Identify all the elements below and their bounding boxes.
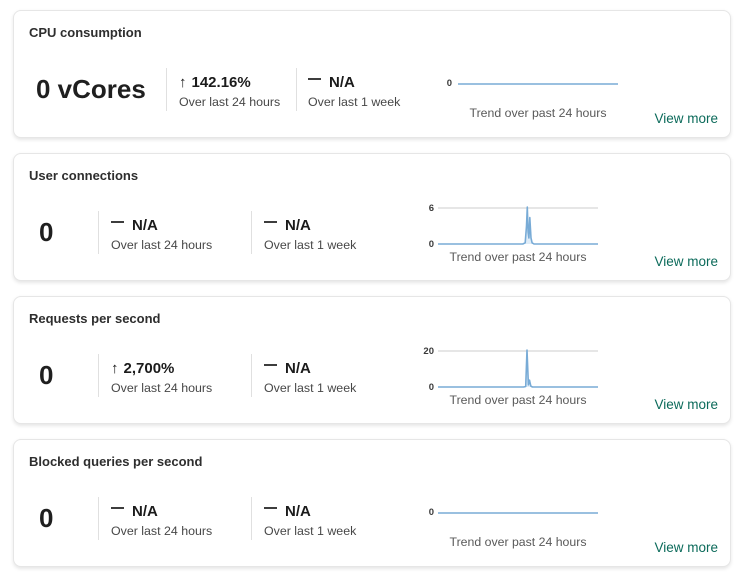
sparkline-svg: [458, 83, 618, 85]
view-more-link[interactable]: View more: [654, 254, 718, 269]
delta-value: 2,700%: [123, 360, 175, 377]
card-cpu-consumption: CPU consumption 0 vCores ↑ 142.16% Over l…: [13, 10, 731, 138]
delta-1w-block: N/A Over last 1 week: [264, 503, 356, 538]
metrics-panel: CPU consumption 0 vCores ↑ 142.16% Over l…: [13, 10, 731, 567]
sparkline-plot: [438, 204, 598, 248]
delta-value: N/A: [329, 74, 355, 91]
delta-value: N/A: [285, 503, 311, 520]
y-axis: 0: [416, 506, 438, 520]
delta-value: N/A: [285, 360, 311, 377]
sparkline-row: 0: [416, 506, 598, 520]
delta-value-row: ↑ 2,700%: [111, 360, 212, 377]
sparkline-plot: [458, 77, 618, 91]
y-axis: 20 0: [416, 346, 438, 393]
delta-value-row: N/A: [111, 503, 212, 520]
y-axis-min-label: 0: [428, 239, 434, 250]
delta-period: Over last 24 hours: [111, 524, 213, 538]
view-more-link[interactable]: View more: [654, 397, 718, 412]
delta-period: Over last 1 week: [308, 95, 401, 109]
card-blocked-queries-per-second: Blocked queries per second 0 N/A Over la…: [13, 439, 731, 567]
metric-current-value: 0: [39, 217, 54, 247]
delta-period: Over last 24 hours: [111, 238, 213, 252]
delta-period: Over last 1 week: [264, 381, 357, 395]
divider: [251, 497, 252, 540]
delta-value-row: N/A: [111, 217, 212, 234]
delta-period: Over last 24 hours: [179, 95, 281, 109]
sparkline-svg: [438, 206, 598, 245]
card-title: CPU consumption: [29, 25, 142, 40]
divider: [98, 211, 99, 254]
card-title: User connections: [29, 168, 139, 183]
divider: [98, 497, 99, 540]
delta-value: 142.16%: [191, 74, 251, 91]
divider: [251, 354, 252, 397]
delta-period: Over last 24 hours: [111, 381, 213, 395]
flat-trend-icon: [264, 507, 277, 509]
flat-trend-icon: [264, 221, 277, 223]
sparkline-row: 0: [432, 77, 618, 91]
divider: [166, 68, 167, 111]
delta-value: N/A: [132, 217, 158, 234]
sparkline-plot: [438, 506, 598, 520]
trend-caption: Trend over past 24 hours: [469, 106, 607, 120]
card-title: Requests per second: [29, 311, 161, 326]
trend-sparkline: 0 Trend over past 24 hours: [416, 506, 598, 549]
delta-value-row: N/A: [264, 503, 356, 520]
delta-value-row: ↑ 142.16%: [179, 74, 280, 91]
delta-24h-block: ↑ 2,700% Over last 24 hours: [111, 360, 212, 395]
view-more-link[interactable]: View more: [654, 111, 718, 126]
metric-current-value: 0: [39, 360, 54, 390]
y-axis-label: 0: [428, 507, 434, 518]
trend-up-icon: ↑: [111, 360, 119, 377]
sparkline-row: 20 0: [416, 346, 598, 393]
trend-sparkline: 0 Trend over past 24 hours: [432, 77, 618, 120]
delta-value-row: N/A: [264, 217, 356, 234]
sparkline-svg: [438, 349, 598, 388]
delta-period: Over last 1 week: [264, 524, 357, 538]
delta-value: N/A: [132, 503, 158, 520]
y-axis: 0: [432, 77, 458, 91]
delta-value-row: N/A: [308, 74, 400, 91]
delta-24h-block: ↑ 142.16% Over last 24 hours: [179, 74, 280, 109]
trend-up-icon: ↑: [179, 74, 187, 91]
divider: [98, 354, 99, 397]
sparkline-plot: [438, 347, 598, 391]
delta-value-row: N/A: [264, 360, 356, 377]
card-requests-per-second: Requests per second 0 ↑ 2,700% Over last …: [13, 296, 731, 424]
delta-1w-block: N/A Over last 1 week: [264, 217, 356, 252]
flat-trend-icon: [111, 221, 124, 223]
y-axis-max-label: 20: [423, 346, 434, 357]
y-axis-max-label: 6: [428, 203, 434, 214]
metric-current-value: 0: [39, 503, 54, 533]
delta-1w-block: N/A Over last 1 week: [264, 360, 356, 395]
flat-trend-icon: [308, 78, 321, 80]
metric-current-value: 0 vCores: [36, 74, 146, 104]
flat-trend-icon: [264, 364, 277, 366]
trend-caption: Trend over past 24 hours: [449, 393, 587, 407]
card-title: Blocked queries per second: [29, 454, 203, 469]
delta-24h-block: N/A Over last 24 hours: [111, 503, 212, 538]
view-more-link[interactable]: View more: [654, 540, 718, 555]
card-user-connections: User connections 0 N/A Over last 24 hour…: [13, 153, 731, 281]
y-axis-min-label: 0: [428, 382, 434, 393]
delta-24h-block: N/A Over last 24 hours: [111, 217, 212, 252]
y-axis-label: 0: [446, 78, 452, 89]
sparkline-svg: [438, 512, 598, 514]
delta-1w-block: N/A Over last 1 week: [308, 74, 400, 109]
delta-value: N/A: [285, 217, 311, 234]
flat-trend-icon: [111, 507, 124, 509]
trend-caption: Trend over past 24 hours: [449, 535, 587, 549]
delta-period: Over last 1 week: [264, 238, 357, 252]
divider: [251, 211, 252, 254]
divider: [296, 68, 297, 111]
trend-sparkline: 20 0 Trend over past 24 hours: [416, 346, 598, 407]
trend-caption: Trend over past 24 hours: [449, 250, 587, 264]
